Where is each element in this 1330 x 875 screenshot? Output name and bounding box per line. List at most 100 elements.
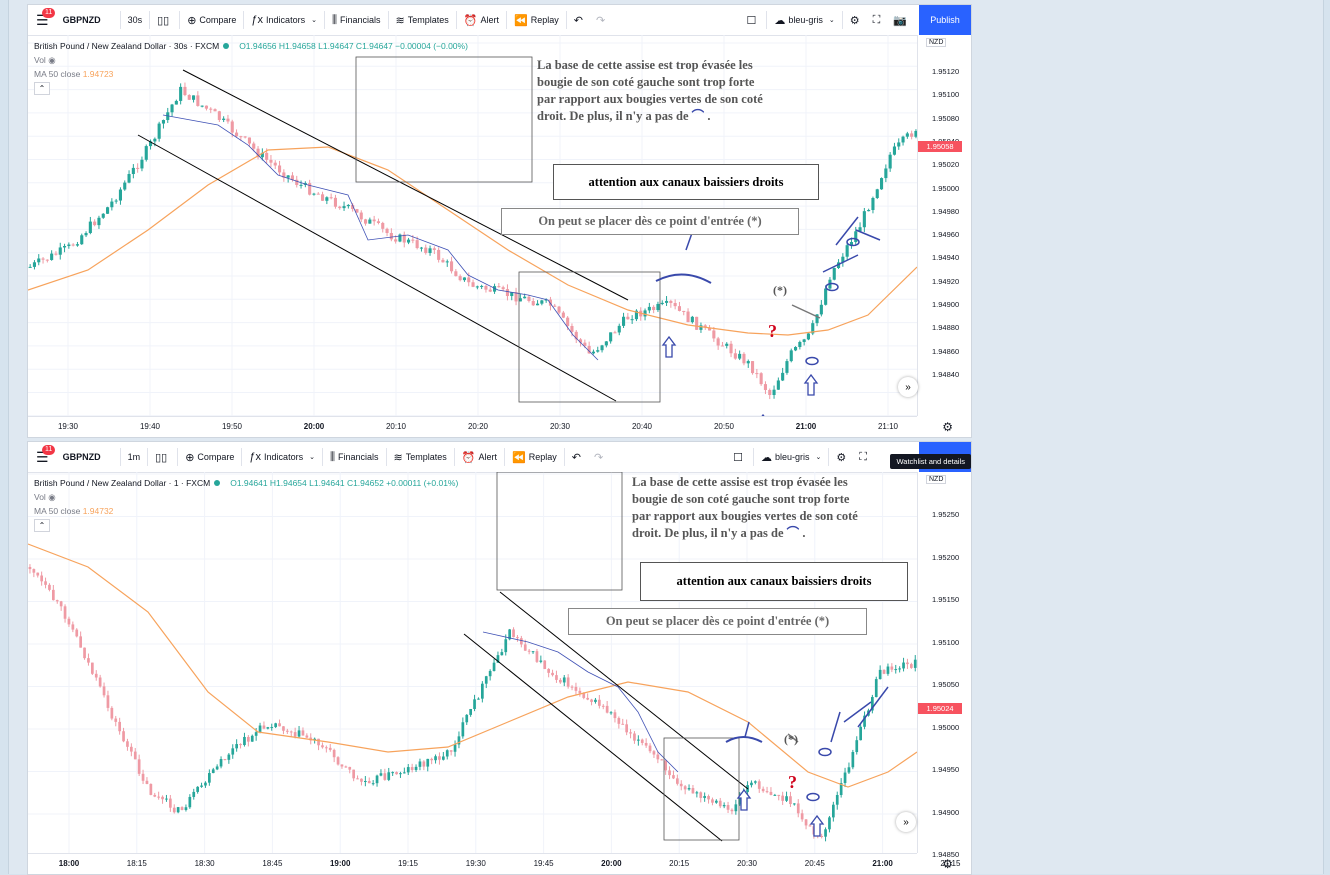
price-axis[interactable]: NZD 1.951201.951001.950801.950401.950201… bbox=[917, 35, 971, 416]
redo-button[interactable]: ↷ bbox=[589, 442, 611, 472]
candle-up bbox=[488, 670, 492, 677]
last-price-label: 1.95058 bbox=[918, 141, 962, 152]
interval-button[interactable]: 30s bbox=[127, 15, 143, 25]
fullscreen-layout-button[interactable]: ☐ bbox=[741, 5, 764, 35]
price-tick: 1.95020 bbox=[932, 160, 960, 170]
collapse-legend-button[interactable]: ⌃ bbox=[34, 82, 50, 95]
templates-button[interactable]: ≋ Templates bbox=[389, 442, 452, 472]
currency-select[interactable]: NZD bbox=[926, 475, 947, 484]
candle-down bbox=[305, 735, 309, 738]
publish-button[interactable]: Publish bbox=[919, 5, 971, 35]
candle-down bbox=[183, 86, 187, 96]
compare-button[interactable]: ⊕ Compare bbox=[180, 442, 239, 472]
eye-icon[interactable]: ◉ bbox=[48, 55, 56, 65]
note-line: bougie de son coté gauche sont trop fort… bbox=[632, 492, 850, 506]
candle-down bbox=[605, 705, 609, 713]
fullscreen-button[interactable]: ⛶ bbox=[868, 5, 889, 35]
axis-settings-icon[interactable]: ⚙ bbox=[942, 420, 953, 434]
divider bbox=[243, 11, 245, 29]
layout-save-button[interactable]: ☁ bleu-gris ⌄ bbox=[769, 5, 839, 35]
scroll-to-realtime-button[interactable]: » bbox=[898, 377, 918, 397]
chart-canvas[interactable] bbox=[28, 472, 917, 853]
time-tick: 19:40 bbox=[139, 422, 161, 431]
moving-average-line bbox=[28, 543, 917, 788]
alert-button[interactable]: ⏰ Alert bbox=[459, 5, 504, 35]
candle-up bbox=[274, 723, 277, 728]
candle-up bbox=[794, 347, 798, 351]
time-tick: 21:00 bbox=[795, 422, 817, 431]
templates-button[interactable]: ≋ Templates bbox=[391, 5, 454, 35]
candle-down bbox=[695, 316, 699, 330]
scroll-to-realtime-button[interactable]: » bbox=[896, 812, 916, 832]
templates-label: Templates bbox=[405, 452, 447, 462]
collapse-legend-button[interactable]: ⌃ bbox=[34, 519, 50, 532]
compare-button[interactable]: ⊕ Compare bbox=[182, 5, 241, 35]
analysis-note: La base de cette assise est trop évasée … bbox=[537, 57, 763, 125]
ellipse-drawing bbox=[805, 356, 819, 366]
legend-vol-row[interactable]: Vol ◉ bbox=[34, 490, 458, 504]
symbol-search[interactable]: GBPNZD bbox=[62, 15, 101, 25]
settings-button[interactable]: ⚙ bbox=[831, 442, 854, 472]
legend-ma-row[interactable]: MA 50 close 1.94732 bbox=[34, 504, 458, 518]
price-axis[interactable]: NZD 1.95250 1.95200 1.95150 1.95100 1.95050 1… bbox=[917, 472, 971, 859]
symbol-search[interactable]: GBPNZD bbox=[62, 452, 101, 462]
candle-up bbox=[905, 133, 909, 137]
arc-drawing bbox=[655, 273, 712, 284]
chart-type-button[interactable]: ▯▯ bbox=[150, 442, 175, 472]
replay-button[interactable]: ⏪ Replay bbox=[507, 442, 562, 472]
currency-select[interactable]: NZD bbox=[926, 38, 947, 47]
eye-icon[interactable]: ◉ bbox=[48, 492, 56, 502]
candle-up bbox=[179, 86, 183, 101]
legend-vol-row[interactable]: Vol ◉ bbox=[34, 53, 468, 67]
candle-down bbox=[55, 600, 59, 602]
candle-down bbox=[247, 736, 250, 742]
undo-button[interactable]: ↶ bbox=[567, 442, 589, 472]
candle-up bbox=[913, 659, 917, 668]
time-tick: 19:45 bbox=[533, 859, 554, 868]
fullscreen-button[interactable]: ⛶ bbox=[854, 442, 875, 472]
price-tick: 1.94880 bbox=[932, 323, 960, 333]
divider bbox=[241, 448, 243, 466]
candle-down bbox=[278, 723, 281, 727]
legend-main-row: British Pound / New Zealand Dollar · 30s… bbox=[34, 39, 468, 53]
menu-button[interactable]: ☰ 11 bbox=[28, 442, 57, 472]
candle-down bbox=[523, 644, 527, 651]
chart-type-button[interactable]: ▯▯ bbox=[152, 5, 177, 35]
candle-up bbox=[591, 351, 595, 354]
snapshot-button[interactable]: 📷 bbox=[888, 5, 915, 35]
candle-down bbox=[422, 761, 426, 767]
financials-button[interactable]: ⫼ Financials bbox=[325, 442, 384, 472]
indicators-button[interactable]: ƒx Indicators ⌄ bbox=[244, 442, 320, 472]
time-axis[interactable]: 19:30 19:40 19:50 20:00 20:10 20:20 20:30 20:40… bbox=[28, 416, 917, 437]
menu-button[interactable]: ☰ 11 bbox=[28, 5, 57, 35]
fullscreen-layout-button[interactable]: ☐ bbox=[728, 442, 751, 472]
candle-up bbox=[153, 138, 157, 142]
redo-button[interactable]: ↷ bbox=[591, 5, 613, 35]
time-axis[interactable]: 18:00 18:15 18:30 18:45 19:00 19:15 19:30 19:45… bbox=[28, 853, 960, 874]
chart-toolbar: ☰ 11 GBPNZD 1m ▯▯ ⊕ Compare ƒx Indicators ⌄ … bbox=[28, 442, 971, 473]
candle-up bbox=[97, 217, 101, 226]
pen-stroke bbox=[822, 254, 859, 273]
legend-ma-row[interactable]: MA 50 close 1.94723 bbox=[34, 67, 468, 81]
indicators-button[interactable]: ƒx Indicators ⌄ bbox=[246, 5, 322, 35]
settings-button[interactable]: ⚙ bbox=[845, 5, 868, 35]
chevron-down-icon: ⌄ bbox=[309, 454, 315, 461]
candle-up bbox=[892, 146, 896, 155]
ellipse-drawing bbox=[818, 747, 832, 757]
templates-label: Templates bbox=[407, 15, 449, 25]
interval-button[interactable]: 1m bbox=[127, 452, 141, 462]
candle-up bbox=[174, 100, 178, 105]
candle-down bbox=[535, 651, 539, 662]
financials-button[interactable]: ⫼ Financials bbox=[327, 5, 386, 35]
candle-down bbox=[682, 310, 686, 312]
layout-save-button[interactable]: ☁ bleu-gris ⌄ bbox=[756, 442, 826, 472]
undo-button[interactable]: ↶ bbox=[569, 5, 591, 35]
candle-up bbox=[84, 233, 88, 236]
candle-down bbox=[265, 152, 269, 160]
alert-button[interactable]: ⏰ Alert bbox=[457, 442, 502, 472]
candle-down bbox=[471, 282, 475, 287]
candle-down bbox=[644, 742, 648, 746]
replay-button[interactable]: ⏪ Replay bbox=[509, 5, 564, 35]
axis-settings-icon[interactable]: ⚙ bbox=[942, 857, 953, 871]
alert-label: Alert bbox=[478, 452, 498, 462]
